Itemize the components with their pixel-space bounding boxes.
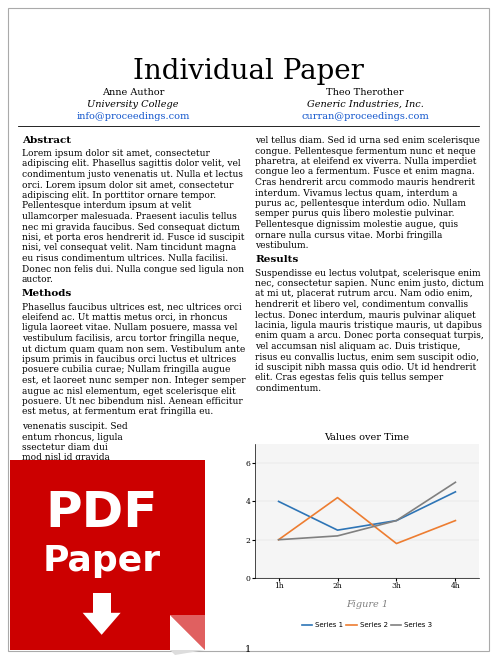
Text: nec mi gravida faucibus. Sed consequat dictum: nec mi gravida faucibus. Sed consequat d… — [22, 223, 240, 231]
Text: 1: 1 — [245, 645, 251, 654]
Text: pharetra, at eleifend ex viverra. Nulla imperdiet: pharetra, at eleifend ex viverra. Nulla … — [255, 157, 477, 166]
Polygon shape — [170, 615, 205, 650]
Text: nec, consectetur sapien. Nunc enim justo, dictum: nec, consectetur sapien. Nunc enim justo… — [255, 279, 484, 288]
Text: ullamcorper malesuada. Praesent iaculis tellus: ullamcorper malesuada. Praesent iaculis … — [22, 212, 237, 221]
Text: id suscipit nibh massa quis odio. Ut id hendrerit: id suscipit nibh massa quis odio. Ut id … — [255, 363, 476, 372]
Text: mod nisl id gravida: mod nisl id gravida — [22, 453, 110, 463]
Text: vestibulum.: vestibulum. — [255, 241, 309, 250]
Text: condimentum.: condimentum. — [255, 384, 321, 393]
Text: eu risus condimentum ultrices. Nulla facilisi.: eu risus condimentum ultrices. Nulla fac… — [22, 254, 228, 263]
Text: n urna accumsan: n urna accumsan — [22, 506, 101, 515]
Polygon shape — [170, 615, 205, 650]
Bar — [92, 593, 111, 613]
Polygon shape — [170, 650, 205, 655]
Text: interdum. Vivamus lectus quam, interdum a: interdum. Vivamus lectus quam, interdum … — [255, 188, 458, 198]
Text: enim quam a arcu. Donec porta consequat turpis,: enim quam a arcu. Donec porta consequat … — [255, 331, 484, 341]
Text: Phasellus faucibus ultrices est, nec ultrices orci: Phasellus faucibus ultrices est, nec ult… — [22, 302, 242, 312]
Text: entum rhoncus, ligula: entum rhoncus, ligula — [22, 432, 123, 442]
Text: lectus. Donec interdum, mauris pulvinar aliquet: lectus. Donec interdum, mauris pulvinar … — [255, 310, 476, 320]
Text: Theo Therother: Theo Therother — [326, 88, 404, 97]
Text: augue ac nisl elementum, eget scelerisque elit: augue ac nisl elementum, eget scelerisqu… — [22, 386, 236, 395]
Text: vel accumsan nisl aliquam ac. Duis tristique,: vel accumsan nisl aliquam ac. Duis trist… — [255, 342, 460, 351]
Text: at mi ut, placerat rutrum arcu. Nam odio enim,: at mi ut, placerat rutrum arcu. Nam odio… — [255, 289, 473, 299]
Bar — [10, 460, 205, 650]
Text: congue leo a fermentum. Fusce et enim magna.: congue leo a fermentum. Fusce et enim ma… — [255, 167, 475, 177]
Text: congue. Pellentesque fermentum nunc et neque: congue. Pellentesque fermentum nunc et n… — [255, 146, 476, 156]
Text: condimentum justo venenatis ut. Nulla et lectus: condimentum justo venenatis ut. Nulla et… — [22, 170, 243, 179]
Text: ligula laoreet vitae. Nullam posuere, massa vel: ligula laoreet vitae. Nullam posuere, ma… — [22, 324, 238, 333]
Text: risus eu convallis luctus, enim sem suscipit odio,: risus eu convallis luctus, enim sem susc… — [255, 353, 479, 362]
Text: ssectetur diam dui: ssectetur diam dui — [22, 443, 108, 452]
Text: Pellentesque dignissim molestie augue, quis: Pellentesque dignissim molestie augue, q… — [255, 220, 458, 229]
Text: auctor.: auctor. — [22, 275, 54, 284]
Text: vel tellus diam. Sed id urna sed enim scelerisque: vel tellus diam. Sed id urna sed enim sc… — [255, 136, 480, 145]
Text: Paper: Paper — [43, 544, 161, 578]
Text: varius augue. Aliquam: varius augue. Aliquam — [22, 531, 125, 540]
Text: Pellentesque interdum ipsum at velit: Pellentesque interdum ipsum at velit — [22, 202, 191, 210]
Text: Generic Industries, Inc.: Generic Industries, Inc. — [307, 100, 423, 109]
Text: semper purus quis libero molestie pulvinar.: semper purus quis libero molestie pulvin… — [255, 210, 454, 219]
Text: Lorem ipsum dolor sit amet, consectetur: Lorem ipsum dolor sit amet, consectetur — [22, 149, 210, 158]
Polygon shape — [83, 613, 121, 635]
Text: hendrerit et libero vel, condimentum convallis: hendrerit et libero vel, condimentum con… — [255, 300, 468, 309]
Text: posuere cubilia curae; Nullam fringilla augue: posuere cubilia curae; Nullam fringilla … — [22, 366, 231, 374]
Text: venenatis suscipit. Sed: venenatis suscipit. Sed — [22, 422, 128, 431]
Text: ornare nulla cursus vitae. Morbi fringilla: ornare nulla cursus vitae. Morbi fringil… — [255, 231, 442, 239]
Text: orci. Lorem ipsum dolor sit amet, consectetur: orci. Lorem ipsum dolor sit amet, consec… — [22, 181, 234, 190]
Text: ces posuere cubilia: ces posuere cubilia — [22, 496, 110, 505]
Text: ipsum primis in faucibus orci luctus et ultrices: ipsum primis in faucibus orci luctus et … — [22, 355, 236, 364]
Text: est, et laoreet nunc semper non. Integer semper: est, et laoreet nunc semper non. Integer… — [22, 376, 246, 385]
Text: vestibulum facilisis, arcu tortor fringilla neque,: vestibulum facilisis, arcu tortor fringi… — [22, 334, 239, 343]
Text: Suspendisse eu lectus volutpat, scelerisque enim: Suspendisse eu lectus volutpat, sceleris… — [255, 268, 481, 277]
Text: as massa eu cuismod: as massa eu cuismod — [22, 464, 119, 473]
Text: eleifend ac. Ut mattis metus orci, in rhoncus: eleifend ac. Ut mattis metus orci, in rh… — [22, 313, 228, 322]
Text: purus ac, pellentesque interdum odio. Nullam: purus ac, pellentesque interdum odio. Nu… — [255, 199, 466, 208]
Text: est metus, at fermentum erat fringilla eu.: est metus, at fermentum erat fringilla e… — [22, 407, 213, 416]
Text: University College: University College — [87, 100, 179, 109]
Text: entum aliquam eros ut: entum aliquam eros ut — [22, 474, 126, 484]
Text: nisi, vel consequat velit. Nam tincidunt magna: nisi, vel consequat velit. Nam tincidunt… — [22, 243, 236, 252]
Text: Figure 1: Figure 1 — [346, 600, 388, 609]
Text: Donec non felis dui. Nulla congue sed ligula non: Donec non felis dui. Nulla congue sed li… — [22, 264, 244, 273]
Title: Values over Time: Values over Time — [325, 433, 410, 442]
Text: ipsum primis in: ipsum primis in — [22, 485, 93, 494]
Text: nisi, et porta eros hendrerit id. Fusce id suscipit: nisi, et porta eros hendrerit id. Fusce … — [22, 233, 245, 242]
Text: ut dictum quam quam non sem. Vestibulum ante: ut dictum quam quam non sem. Vestibulum … — [22, 345, 245, 353]
Text: elit. Cras egestas felis quis tellus semper: elit. Cras egestas felis quis tellus sem… — [255, 374, 443, 382]
Text: et, consectetur: et, consectetur — [22, 521, 91, 529]
Text: PDF: PDF — [45, 489, 158, 537]
Text: adipiscing elit. In porttitor ornare tempor.: adipiscing elit. In porttitor ornare tem… — [22, 191, 216, 200]
Text: Results: Results — [255, 256, 298, 264]
Text: Cras hendrerit arcu commodo mauris hendrerit: Cras hendrerit arcu commodo mauris hendr… — [255, 178, 475, 187]
Text: lacinia, ligula mauris tristique mauris, ut dapibus: lacinia, ligula mauris tristique mauris,… — [255, 321, 482, 330]
Text: Anne Author: Anne Author — [102, 88, 164, 97]
Text: posuere. Ut nec bibendum nisl. Aenean efficitur: posuere. Ut nec bibendum nisl. Aenean ef… — [22, 397, 243, 406]
Text: Individual Paper: Individual Paper — [133, 58, 363, 85]
Legend: Series 1, Series 2, Series 3: Series 1, Series 2, Series 3 — [299, 619, 435, 631]
Text: info@proceedings.com: info@proceedings.com — [77, 112, 190, 121]
Text: Abstract: Abstract — [22, 136, 71, 145]
Text: adipiscing elit. Phasellus sagittis dolor velit, vel: adipiscing elit. Phasellus sagittis dolo… — [22, 159, 241, 169]
Text: Methods: Methods — [22, 289, 72, 299]
Text: curran@proceedings.com: curran@proceedings.com — [301, 112, 429, 121]
